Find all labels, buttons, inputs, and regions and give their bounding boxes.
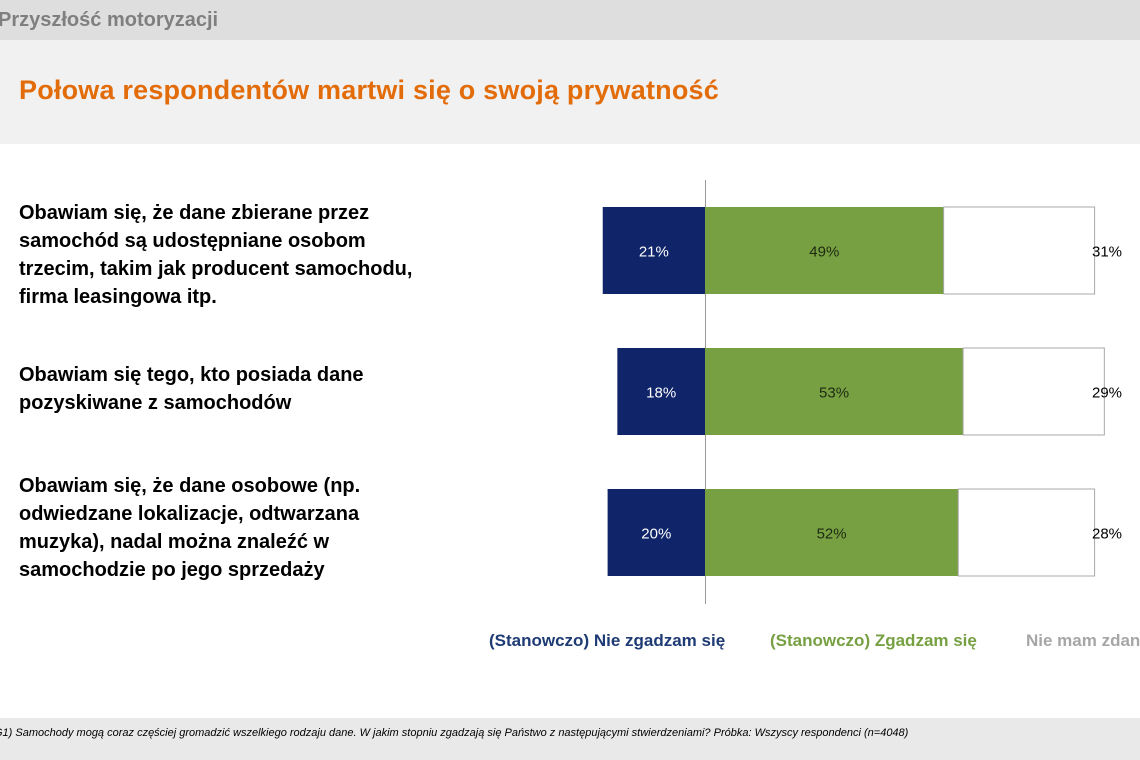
slide-title: Połowa respondentów martwi się o swoją p… (19, 75, 719, 105)
category-label-1: Obawiam się, że dane zbierane przez samo… (19, 202, 413, 308)
data-label-no-opinion-2: 29% (1092, 385, 1122, 402)
section-header-bar: Przyszłość motoryzacji (0, 0, 1140, 40)
bar-agree-2 (705, 348, 964, 435)
bar-no-opinion-2 (962, 347, 1105, 436)
data-label-disagree-3: 20% (641, 526, 671, 543)
bar-disagree-3 (607, 489, 705, 576)
legend-no-opinion: Nie mam zdan (1026, 631, 1140, 650)
bar-no-opinion-1 (943, 206, 1096, 295)
category-label-2: Obawiam się tego, kto posiada dane pozys… (19, 364, 364, 414)
data-label-no-opinion-1: 31% (1092, 244, 1122, 261)
data-label-agree-3: 52% (817, 526, 847, 543)
legend-agree: (Stanowczo) Zgadzam się (770, 631, 977, 650)
section-title: Przyszłość motoryzacji (0, 9, 219, 31)
stacked-bar-chart: 21% 49% 31% 18% 53% 29% 20% 52% 28% (602, 180, 1122, 604)
data-label-no-opinion-3: 28% (1092, 526, 1122, 543)
bar-no-opinion-3 (957, 488, 1096, 577)
bar-disagree-1 (602, 207, 705, 294)
title-band (0, 40, 1140, 144)
footnote-bar: G1) Samochody mogą coraz częściej gromad… (0, 718, 1140, 760)
data-label-disagree-1: 21% (639, 244, 669, 261)
data-label-agree-1: 49% (809, 244, 839, 261)
bar-agree-3 (705, 489, 959, 576)
bar-agree-1 (705, 207, 944, 294)
data-label-agree-2: 53% (819, 385, 849, 402)
category-label-3: Obawiam się, że dane osobowe (np. odwied… (19, 475, 361, 581)
legend-disagree: (Stanowczo) Nie zgadzam się (489, 631, 726, 650)
data-label-disagree-2: 18% (646, 385, 676, 402)
bar-disagree-2 (617, 348, 705, 435)
footnote-text: G1) Samochody mogą coraz częściej gromad… (0, 727, 909, 739)
